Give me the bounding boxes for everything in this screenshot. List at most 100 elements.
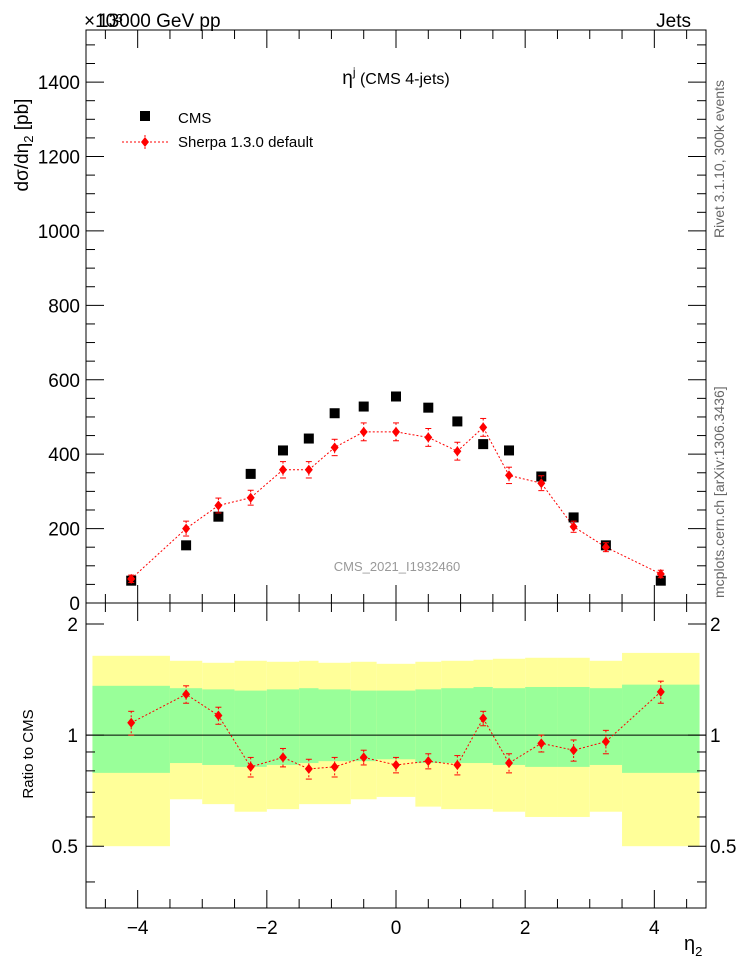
sherpa-point [537,478,546,489]
category-label: Jets [656,11,691,32]
xtick-label: −2 [256,918,278,939]
sherpa-line [130,426,662,580]
sherpa-point [246,492,255,503]
ratio-point [569,745,578,756]
ratio-point [479,713,488,724]
cms-point [358,401,369,412]
legend-cms-label: CMS [178,110,211,127]
ratio-point [505,758,514,769]
ratio-point [537,738,546,749]
main-ytick-label: 800 [48,296,80,317]
legend: CMS Sherpa 1.3.0 default [122,110,314,151]
sherpa-point [569,521,578,532]
ratio-point [182,689,191,700]
legend-sherpa-label: Sherpa 1.3.0 default [178,134,314,151]
cms-point [423,402,434,413]
band-inner-bin [350,690,377,762]
main-ytick-label: 200 [48,520,80,541]
xtick-label: 4 [649,918,660,939]
ratio-point [246,761,255,772]
xtick-label: −4 [127,918,149,939]
main-ytick-label: 1400 [38,73,80,94]
ratio-point [392,759,400,770]
sherpa-point [182,523,191,534]
main-ytick-label: 1000 [38,222,80,243]
legend-sherpa-marker [141,137,149,147]
ratio-y-axis-label: Ratio to CMS [20,709,37,798]
title-symbol: η [342,68,353,89]
band-inner-bin [318,689,351,762]
x-axis-label: η2 [684,933,702,959]
ratio-point [214,710,223,721]
band-inner-bin [266,689,300,765]
sherpa-point [505,470,514,481]
band-inner-bin [376,690,416,760]
sherpa-point [359,426,368,437]
beam-label: 13000 GeV pp [98,11,221,32]
main-ytick-label: 1200 [38,148,80,169]
ratio-ytick-label-right: 1 [710,726,721,747]
ratio-point [424,756,433,767]
analysis-watermark: CMS_2021_I1932460 [334,559,461,574]
sherpa-point [304,464,313,475]
chart-title: ηj (CMS 4-jets) [342,65,449,89]
cms-point [391,391,401,402]
sherpa-point [601,542,610,553]
sherpa-point [479,422,488,433]
band-inner-bin [169,688,203,764]
cms-point [277,445,288,456]
sherpa-point [214,500,223,511]
ratio-ytick-label: 0.5 [52,837,78,858]
band-inner-bin [441,688,474,764]
band-inner-bin [299,688,319,764]
y-axis-label: dσ/dη2 [pb] [12,99,36,192]
ratio-ytick-label: 1 [67,726,78,747]
band-inner-bin [415,689,442,764]
cms-point [452,416,463,427]
xtick-label: 0 [391,918,402,939]
sherpa-point [656,568,665,579]
cms-point [655,575,666,586]
ratio-point [453,759,462,770]
ratio-point [330,761,339,772]
ratio-ytick-label-right: 2 [710,615,721,636]
main-ytick-label: 400 [48,445,80,466]
rivet-label: Rivet 3.1.10, 300k events [711,80,727,238]
cms-point [504,445,515,456]
cms-point [303,433,314,444]
cms-point [478,439,489,450]
band-inner-bin [525,686,558,767]
sherpa-point [453,446,462,457]
ratio-point [304,763,313,774]
main-ytick-label: 600 [48,371,80,392]
ratio-point [127,717,136,728]
band-inner-bin [92,685,170,773]
legend-cms-marker [140,111,150,121]
sherpa-point [330,442,339,453]
ratio-ytick-label: 2 [67,615,78,636]
sherpa-point [392,426,400,437]
cms-point [245,468,256,479]
sherpa-point [278,464,287,475]
main-ytick-label: 0 [69,594,80,615]
sherpa-point [127,573,136,584]
cms-point [213,511,224,522]
ratio-point [656,686,665,697]
title-sup: j [352,65,356,79]
band-inner-bin [622,684,700,773]
ratio-ytick-label-right: 0.5 [710,837,736,858]
xtick-label: 2 [520,918,531,939]
ratio-point [601,736,610,747]
mcplots-label: mcplots.cern.ch [arXiv:1306.3436] [711,386,727,598]
cms-point [329,408,340,419]
band-inner-bin [234,690,267,767]
ratio-point [359,752,368,763]
band-inner-bin [202,689,235,765]
cms-point [181,540,192,551]
band-inner-bin [492,688,526,765]
cms-point [568,512,579,523]
sherpa-point [424,432,433,443]
ratio-point [278,752,287,763]
title-rest: (CMS 4-jets) [356,71,450,88]
